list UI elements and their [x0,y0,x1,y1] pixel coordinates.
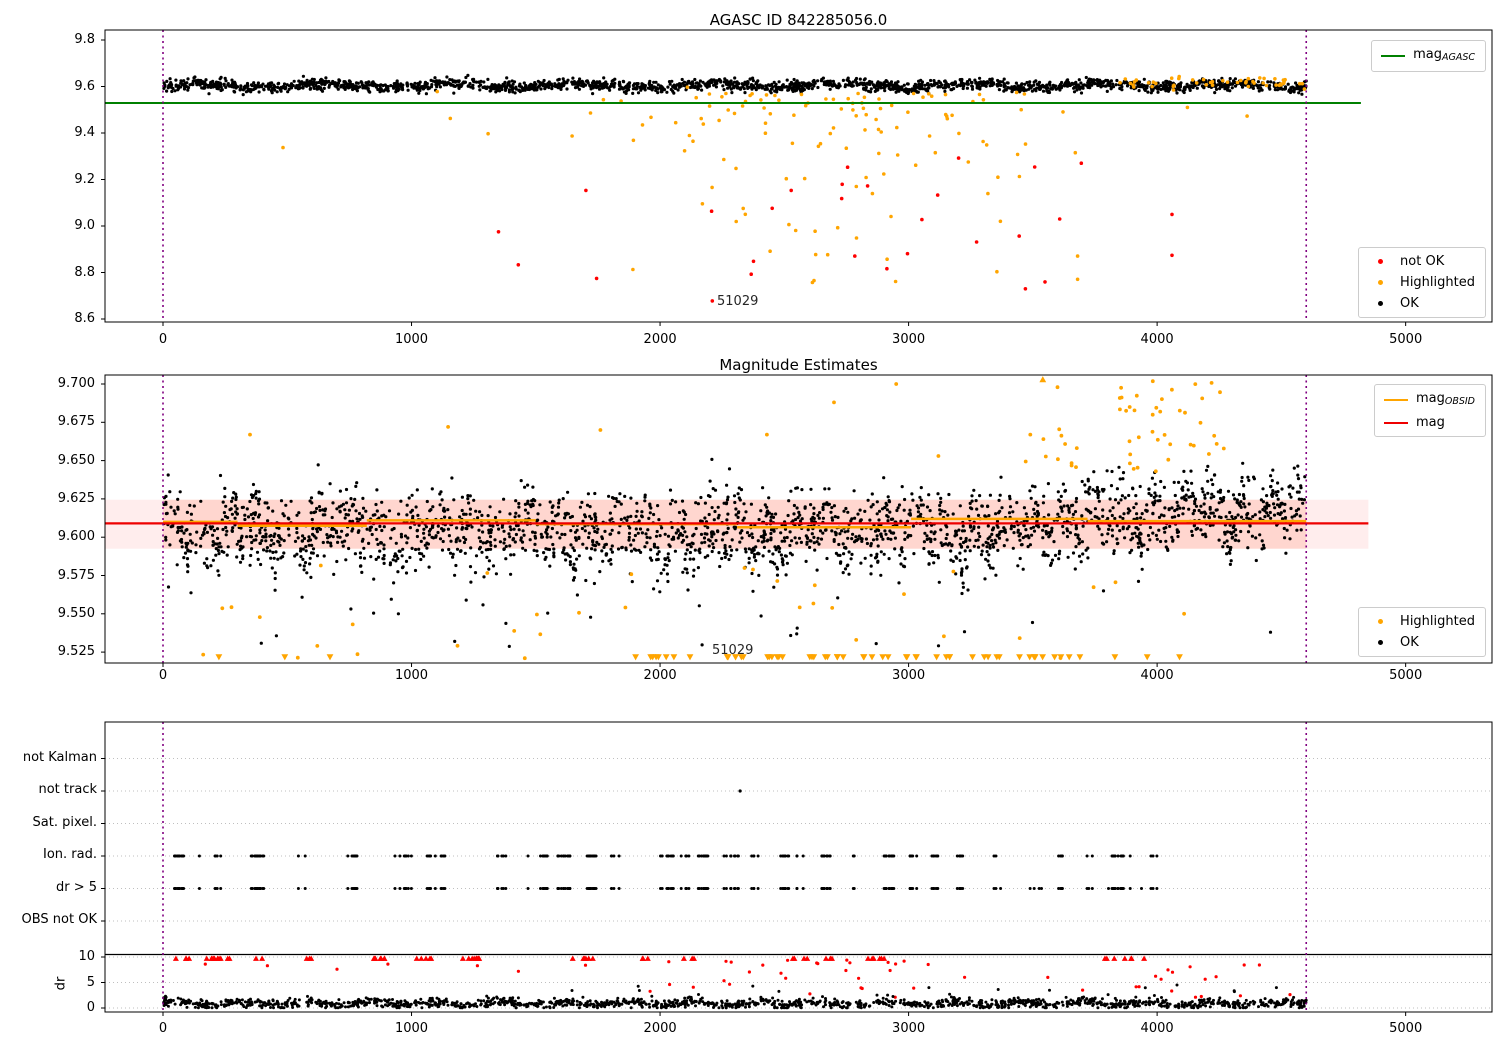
x-tick-label: 5000 [1389,668,1423,683]
y-tick-label: 9.0 [74,218,95,233]
x-tick-label: 4000 [1140,1021,1174,1036]
x-tick-label: 2000 [643,668,677,683]
plot1-ticks [101,39,1407,326]
plot2-series [105,376,1369,661]
legend-line-swatch [1383,421,1408,424]
dr-tick-label: 5 [86,974,95,990]
category-label: dr > 5 [55,879,97,895]
plot2-frame [104,374,1493,664]
plot3-gridlines [105,758,1492,1009]
plot2-annotation: 51029 [712,643,754,658]
plot3-ticks [101,758,1407,1016]
y-tick-label: 9.625 [57,490,95,506]
plot1-obsid-vlines [162,30,1308,322]
legend-label: magAGASC [1413,47,1475,63]
legend-line-swatch [1383,399,1408,401]
dr-tick-label: 10 [78,949,95,964]
legend-dot-swatch [1368,619,1392,624]
y-tick-label: 9.550 [57,605,95,621]
y-tick-label: 9.8 [74,32,95,47]
legend-dot-swatch [1368,640,1392,645]
x-tick-label: 0 [158,1021,168,1036]
y-tick-label: 9.675 [57,414,95,430]
legend-item: not OK [1368,253,1475,270]
y-tick-label: 9.6 [74,78,95,94]
y-tick-label: 9.4 [74,125,95,140]
plot1-title: AGASC ID 842285056.0 [709,11,888,29]
legend-item: Highlighted [1368,274,1475,291]
plot3-frame [104,721,1493,1013]
x-tick-label: 2000 [643,332,677,347]
plot2-marker-legend: Highlighted OK [1358,607,1486,657]
legend-item: mag [1383,414,1475,431]
y-tick-label: 9.700 [57,376,95,391]
dr-tick-label: 0 [86,1000,95,1015]
y-tick-label: 9.650 [57,452,95,468]
x-tick-label: 1000 [394,332,429,347]
y-tick-label: 8.6 [74,311,95,326]
plot1-series [105,73,1361,303]
plot2-obsid-vlines [162,375,1308,663]
plot2-title: Magnitude Estimates [719,356,878,374]
x-tick-label: 1000 [394,1021,429,1036]
plot1-marker-legend: not OK Highlighted OK [1358,247,1486,318]
legend-item: OK [1368,295,1475,312]
plot1-frame [104,29,1493,323]
x-tick-label: 2000 [643,1021,677,1036]
legend-dot-swatch [1368,280,1392,285]
category-label: Sat. pixel. [32,814,97,830]
x-tick-label: 0 [158,668,168,683]
y-tick-label: 8.8 [74,264,95,280]
plot1-line-legend: magAGASC [1371,40,1486,72]
x-tick-label: 4000 [1140,332,1174,347]
x-tick-label: 3000 [892,1021,926,1036]
x-tick-label: 5000 [1389,1021,1423,1036]
legend-dot-swatch [1368,259,1392,264]
y-tick-label: 9.525 [57,644,95,660]
legend-label: OK [1400,296,1419,311]
x-tick-label: 0 [158,332,168,347]
legend-line-swatch [1381,55,1406,57]
x-tick-label: 3000 [892,332,926,347]
legend-label: magOBSID [1415,391,1475,407]
category-label: not Kalman [22,749,97,765]
plot3-series [105,789,1492,1010]
legend-item: magOBSID [1383,390,1475,410]
legend-label: OK [1400,635,1419,650]
x-tick-label: 4000 [1140,668,1174,683]
x-tick-label: 3000 [892,668,926,683]
legend-item: OK [1368,634,1475,651]
legend-label: mag [1415,415,1445,430]
legend-item: magAGASC [1381,46,1475,66]
y-tick-label: 9.2 [74,171,95,187]
x-tick-label: 5000 [1389,332,1423,347]
legend-label: Highlighted [1400,275,1475,290]
legend-label: Highlighted [1400,614,1475,629]
category-label: Ion. rad. [43,847,97,862]
y-tick-label: 9.600 [57,529,95,545]
legend-item: Highlighted [1368,613,1475,630]
legend-dot-swatch [1368,301,1392,306]
legend-label: not OK [1400,254,1445,269]
plot1-annotation: 51029 [717,294,759,309]
plot3-obsid-vlines [162,722,1308,1012]
plot2-line-legend: magOBSID mag [1373,384,1486,437]
y-tick-label: 9.575 [57,567,95,583]
category-label: OBS not OK [21,912,98,927]
x-tick-label: 1000 [394,668,429,683]
category-label: not track [38,782,97,797]
plot2-ticks [101,383,1407,667]
